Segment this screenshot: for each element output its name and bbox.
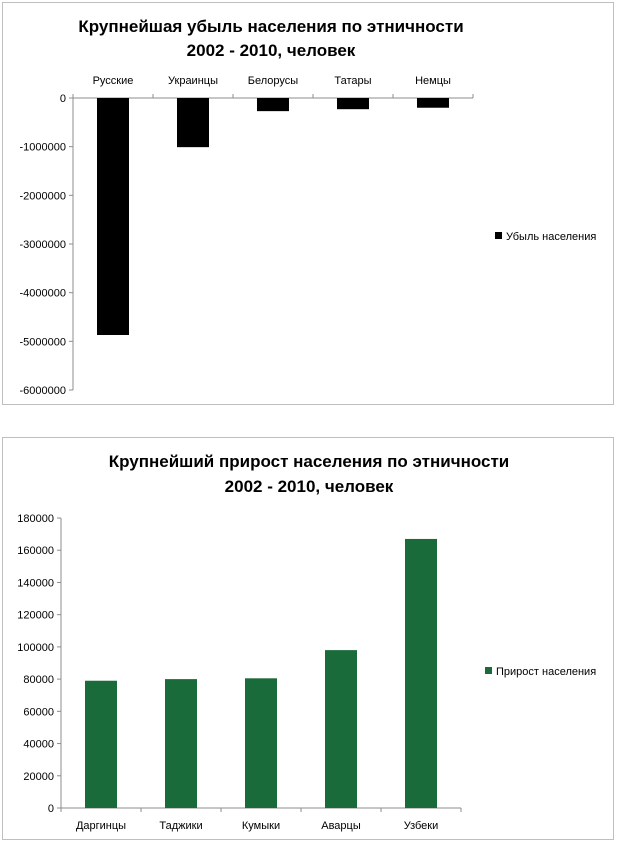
chart-1-legend-label: Убыль населения	[506, 231, 596, 243]
chart-1-y-tick-label: -3000000	[20, 239, 67, 251]
chart-1-category-label: Русские	[93, 75, 134, 87]
chart-2-legend-swatch	[485, 667, 492, 674]
chart-2-category-label: Аварцы	[321, 820, 361, 832]
chart-1-category-label: Немцы	[415, 75, 451, 87]
chart-1-bar	[257, 98, 289, 112]
chart-2-y-tick-label: 20000	[23, 771, 54, 783]
chart-2-bar	[245, 678, 277, 808]
chart-2-svg: Крупнейший прирост населения по этничнос…	[17, 452, 596, 832]
chart-2-category-label: Таджики	[159, 820, 202, 832]
chart-1-y-tick-label: 0	[60, 93, 66, 105]
chart-2-y-tick-label: 100000	[17, 642, 54, 654]
chart-1-y-tick-label: -5000000	[20, 336, 67, 348]
chart-1-bar	[97, 98, 129, 336]
chart-2-category-label: Кумыки	[242, 820, 280, 832]
chart-1-legend-swatch	[495, 232, 502, 239]
chart-1-svg: Крупнейшая убыль населения по этничности…	[20, 17, 597, 397]
chart-2-bar	[405, 538, 437, 808]
chart-1-bar	[417, 98, 449, 108]
chart-2-y-tick-label: 60000	[23, 706, 54, 718]
chart-2-y-tick-label: 0	[48, 803, 54, 815]
chart-2-title-line-1: Крупнейший прирост населения по этничнос…	[109, 452, 510, 471]
chart-2-title-line-2: 2002 - 2010, человек	[225, 477, 394, 496]
chart-1-bar	[177, 98, 209, 148]
chart-1-y-tick-label: -1000000	[20, 142, 67, 154]
chart-1-bar	[337, 98, 369, 110]
chart-2-bar	[85, 680, 117, 808]
chart-1-category-label: Украинцы	[168, 75, 218, 87]
chart-2-y-tick-label: 180000	[17, 513, 54, 525]
chart-1-category-label: Татары	[334, 75, 371, 87]
chart-2-y-tick-label: 120000	[17, 610, 54, 622]
chart-2-bar	[325, 650, 357, 808]
chart-1-y-tick-label: -2000000	[20, 190, 67, 202]
chart-1-y-tick-label: -6000000	[20, 385, 67, 397]
chart-population-growth: Крупнейший прирост населения по этничнос…	[2, 437, 614, 840]
chart-1-y-tick-label: -4000000	[20, 288, 67, 300]
chart-2-legend-label: Прирост населения	[496, 666, 596, 678]
chart-2-y-tick-label: 40000	[23, 739, 54, 751]
chart-2-category-label: Даргинцы	[76, 820, 126, 832]
chart-2-y-tick-label: 160000	[17, 545, 54, 557]
chart-1-title-line-2: 2002 - 2010, человек	[187, 41, 356, 60]
chart-1-category-label: Белорусы	[248, 75, 299, 87]
chart-population-decline: Крупнейшая убыль населения по этничности…	[2, 2, 614, 405]
chart-2-y-tick-label: 80000	[23, 674, 54, 686]
chart-1-title-line-1: Крупнейшая убыль населения по этничности	[78, 17, 463, 36]
chart-2-bar	[165, 679, 197, 808]
chart-2-y-tick-label: 140000	[17, 577, 54, 589]
chart-2-category-label: Узбеки	[404, 820, 439, 832]
